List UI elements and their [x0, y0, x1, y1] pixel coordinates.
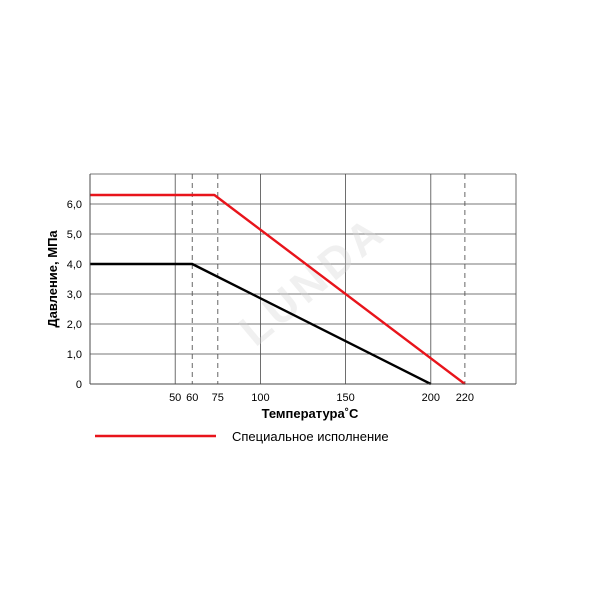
- y-tick-label: 1,0: [67, 349, 82, 361]
- y-tick-label: 4,0: [67, 259, 82, 271]
- x-tick-label: 50: [169, 392, 181, 404]
- grid: [90, 173, 516, 385]
- y-tick-label: 5,0: [67, 229, 82, 241]
- x-tick-label: 100: [251, 392, 269, 404]
- legend-label: Специальное исполнение: [232, 429, 389, 444]
- y-tick-label: 3,0: [67, 289, 82, 301]
- tick-labels: 0 1,0 2,0 3,0 4,0 5,0 6,0 50 60 75 100 150 200 220: [67, 199, 474, 404]
- y-tick-label: 6,0: [67, 199, 82, 211]
- legend: Специальное исполнение: [95, 429, 389, 444]
- plot-frame: [89, 174, 517, 385]
- x-tick-label: 200: [422, 392, 440, 404]
- watermark: LUNDA: [230, 206, 395, 355]
- watermark-text: LUNDA: [230, 206, 395, 355]
- x-tick-label: 150: [336, 392, 354, 404]
- y-axis-title: Давление, МПа: [45, 230, 60, 328]
- x-tick-label: 60: [186, 392, 198, 404]
- x-axis-title: Температура˚С: [262, 406, 359, 421]
- x-tick-label: 75: [212, 392, 224, 404]
- x-tick-label: 220: [456, 392, 474, 404]
- y-tick-label: 2,0: [67, 319, 82, 331]
- y-tick-label: 0: [76, 379, 82, 391]
